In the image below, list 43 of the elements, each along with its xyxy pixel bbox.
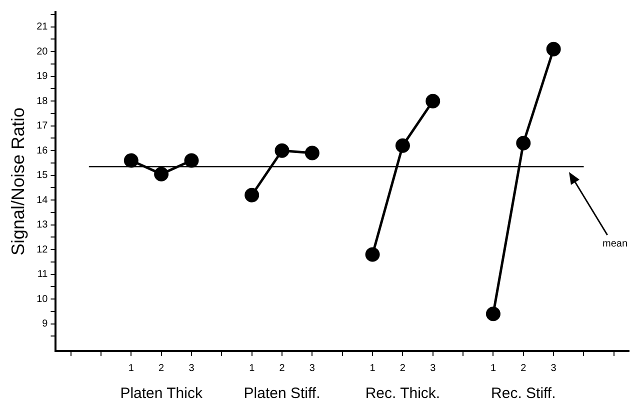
point xyxy=(516,136,531,150)
point xyxy=(184,153,199,168)
x-tick-label: 2 xyxy=(158,362,165,374)
x-tick-label: 2 xyxy=(520,362,527,374)
x-tick-label: 1 xyxy=(128,362,134,374)
x-tick-label: 3 xyxy=(309,362,316,374)
y-tick-label: 16 xyxy=(36,145,48,156)
y-tick-label: 10 xyxy=(36,294,48,305)
x-tick-label: 3 xyxy=(430,362,436,374)
point xyxy=(426,94,440,108)
y-tick-label: 18 xyxy=(36,96,48,107)
x-tick-label: 1 xyxy=(370,362,376,374)
y-tick-label: 17 xyxy=(36,120,48,132)
y-tick-label: 12 xyxy=(36,244,48,256)
point xyxy=(244,188,260,202)
point xyxy=(546,42,561,56)
point xyxy=(395,138,410,153)
y-tick-label: 20 xyxy=(36,46,48,58)
x-tick-label: 2 xyxy=(400,362,406,374)
x-tick-label: 2 xyxy=(279,362,286,374)
y-tick-label: 15 xyxy=(36,170,48,182)
y-tick-label: 14 xyxy=(36,194,48,206)
text: Rec. Stiff. xyxy=(491,385,556,402)
ref-line-label: mean xyxy=(602,238,628,250)
point xyxy=(365,247,380,262)
x-tick-label: 3 xyxy=(550,362,557,374)
y-tick-label: 21 xyxy=(36,22,48,33)
text: Platen Stiff. xyxy=(244,385,320,402)
point xyxy=(124,153,138,168)
y-tick-label: 13 xyxy=(36,220,48,231)
point xyxy=(274,143,290,158)
text: Platen Thick xyxy=(120,385,203,402)
x-tick-label: 1 xyxy=(490,362,496,374)
y-axis-title: Signal/Noise Ratio xyxy=(8,107,28,256)
point xyxy=(304,146,320,160)
y-tick-label: 9 xyxy=(42,318,48,330)
x-tick-label: 1 xyxy=(249,362,256,374)
y-tick-label: 19 xyxy=(36,71,48,82)
point xyxy=(154,166,169,182)
text: Rec. Thick. xyxy=(365,385,440,402)
y-tick-label: 11 xyxy=(37,269,48,280)
point xyxy=(486,306,500,322)
x-tick-label: 3 xyxy=(188,362,195,374)
